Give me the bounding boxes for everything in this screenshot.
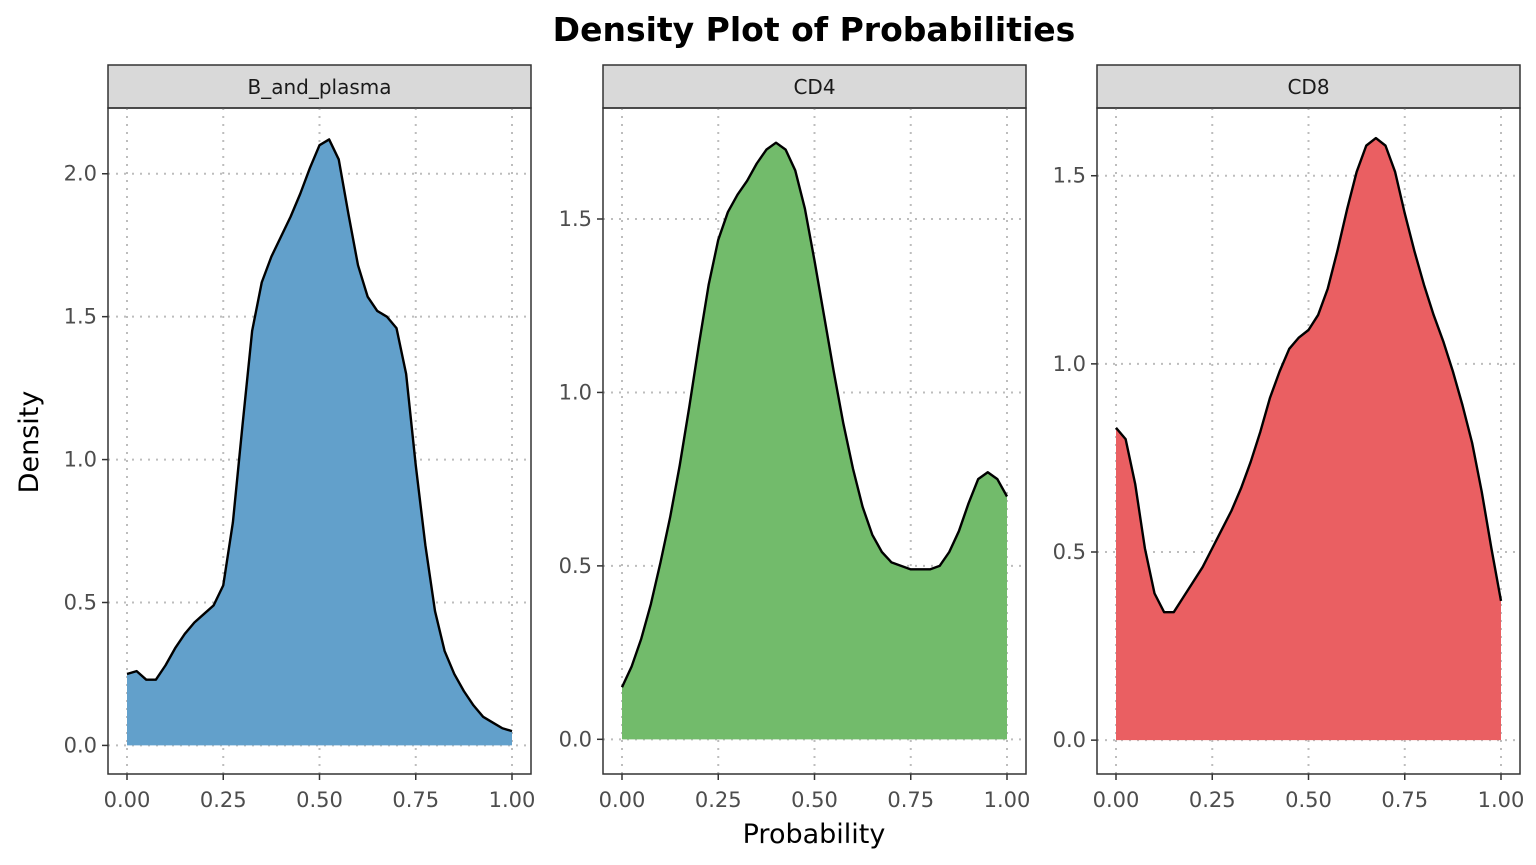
x-tick-label: 0.50 xyxy=(1285,788,1332,812)
x-tick-label: 1.00 xyxy=(984,788,1031,812)
density-area xyxy=(622,142,1007,740)
chart-title: Density Plot of Probabilities xyxy=(553,10,1076,49)
x-tick-label: 0.75 xyxy=(1381,788,1428,812)
facet-strip xyxy=(1096,64,1521,109)
y-tick-label: 0.0 xyxy=(1053,728,1086,752)
x-tick-label: 0.75 xyxy=(392,788,439,812)
density-line xyxy=(1115,136,1503,614)
facet-strip-label: CD4 xyxy=(793,75,835,99)
x-tick-label: 0.75 xyxy=(887,788,934,812)
x-tick-label: 0.00 xyxy=(1093,788,1140,812)
x-tick-label: 1.00 xyxy=(1478,788,1525,812)
x-axis-title: Probability xyxy=(743,819,886,850)
x-tick-label: 0.25 xyxy=(695,788,742,812)
density-line xyxy=(126,138,513,733)
y-axis-title: Density xyxy=(14,391,45,494)
facet-strip xyxy=(107,64,532,109)
y-tick-label: 1.0 xyxy=(1053,352,1086,376)
facet-strip-label: B_and_plasma xyxy=(247,75,391,99)
y-tick-label: 1.0 xyxy=(64,448,97,472)
y-tick-label: 0.5 xyxy=(64,590,97,614)
x-tick-label: 0.50 xyxy=(791,788,838,812)
facet-panels: B_and_plasma 0.00 0.25 0.50 0.75 1.00 0.0 0.5 1.… xyxy=(64,64,1525,812)
x-tick-label: 1.00 xyxy=(489,788,536,812)
facet-strip xyxy=(602,64,1027,109)
y-tick-label: 1.5 xyxy=(559,207,592,231)
facet-panel: B_and_plasma 0.00 0.25 0.50 0.75 1.00 0.0 0.5 1.… xyxy=(64,64,536,812)
y-tick-label: 1.0 xyxy=(559,380,592,404)
x-tick-label: 0.50 xyxy=(296,788,343,812)
facet-panel: CD4 0.00 0.25 0.50 0.75 1.00 0.0 0.5 1.0 1.5 xyxy=(559,64,1031,812)
x-tick-label: 0.00 xyxy=(104,788,151,812)
x-tick-label: 0.00 xyxy=(599,788,646,812)
facet-strip-label: CD8 xyxy=(1287,75,1329,99)
density-line xyxy=(620,141,1009,688)
x-tick-label: 0.25 xyxy=(1189,788,1236,812)
facet-panel: CD8 0.00 0.25 0.50 0.75 1.00 0.0 0.5 1.0 1.5 xyxy=(1053,64,1525,812)
y-tick-label: 0.5 xyxy=(559,554,592,578)
density-area xyxy=(127,139,512,746)
y-tick-label: 0.0 xyxy=(559,727,592,751)
y-tick-label: 0.5 xyxy=(1053,540,1086,564)
density-area xyxy=(1116,138,1501,741)
y-tick-label: 1.5 xyxy=(64,305,97,329)
y-tick-label: 1.5 xyxy=(1053,164,1086,188)
y-tick-label: 2.0 xyxy=(64,162,97,186)
y-tick-label: 0.0 xyxy=(64,733,97,757)
x-tick-label: 0.25 xyxy=(200,788,247,812)
